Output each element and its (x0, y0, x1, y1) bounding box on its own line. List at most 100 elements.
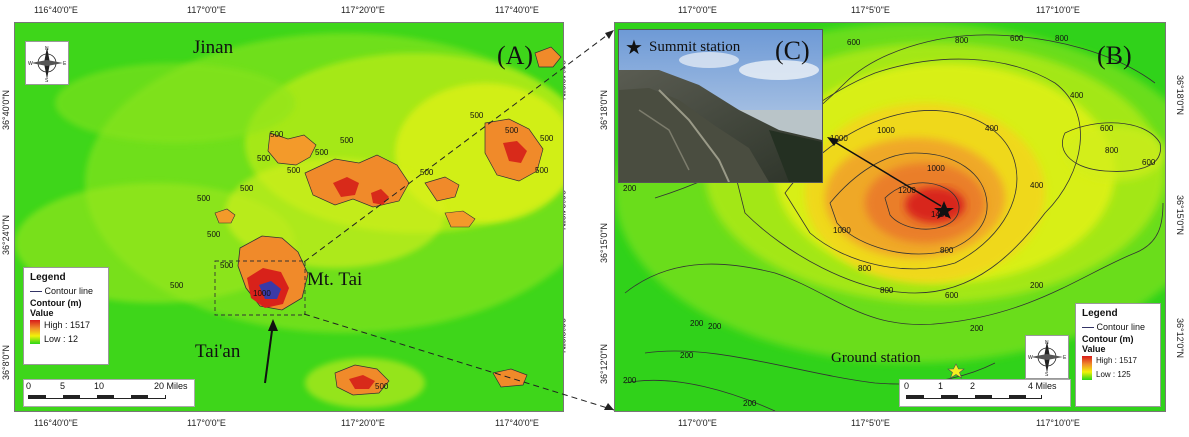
scale-tick: 5 (60, 381, 66, 391)
legend-ramp-row: High : 1517 Low : 125 (1082, 356, 1154, 382)
panel-a-contour-labels: 500 500 500 500 500 500 500 500 500 500 … (170, 111, 554, 391)
contour-label: 400 (1030, 181, 1044, 190)
ground-station-label: Ground station (831, 350, 921, 366)
legend-contour-line-label: Contour line (1096, 322, 1146, 332)
panel-a-top-tick: 116°40'0"E (34, 5, 78, 15)
contour-label: 800 (940, 246, 954, 255)
contour-label: 500 (340, 136, 354, 145)
panel-a-bottom-tick: 117°40'0"E (495, 418, 539, 428)
compass-rose-icon: N S W E (28, 46, 67, 84)
legend-ramp-row: High : 1517 Low : 12 (30, 320, 102, 346)
contour-label: 500 (470, 111, 484, 120)
panel-b-map: 600 800 600 800 400 600 800 600 1000 100… (614, 22, 1166, 412)
summit-photo-image (619, 30, 822, 182)
contour-label: 500 (240, 184, 254, 193)
contour-label: 600 (945, 291, 959, 300)
legend-contour-line: Contour line (30, 286, 102, 296)
contour-label: 200 (680, 351, 694, 360)
legend-color-ramp (1082, 356, 1092, 380)
legend-high: High : 1517 (1096, 356, 1137, 365)
contour-label: 500 (170, 281, 184, 290)
contour-label: 500 (207, 230, 221, 239)
legend-value: Value (30, 308, 54, 318)
contour-label: 200 (970, 324, 984, 333)
taian-arrowhead (268, 319, 278, 331)
contour-label: 800 (880, 286, 894, 295)
panel-a-map: 500 500 500 500 500 500 500 500 500 5 00 … (14, 22, 564, 412)
contour-label: 800 (1055, 34, 1069, 43)
contour-label: 200 (743, 399, 757, 408)
contour-label: 1000 (927, 164, 945, 173)
panel-c-label: (C) (775, 36, 810, 65)
scale-bar-line (28, 395, 166, 399)
summit-station-label: Summit station (649, 39, 741, 55)
legend-contour-line-label: Contour line (44, 286, 94, 296)
ground-station-star-icon (947, 363, 965, 379)
contour-label: 600 (1142, 158, 1156, 167)
compass-w: W (1028, 355, 1033, 361)
panel-b-bottom-tick: 117°0'0"E (678, 418, 717, 428)
compass-s: S (1045, 372, 1049, 378)
contour-label: 1200 (898, 186, 916, 195)
scale-bar-line (906, 395, 1042, 399)
panel-a-label: (A) (497, 41, 534, 70)
scale-tick: 0 (26, 381, 32, 391)
scale-tick: 0 (904, 381, 910, 391)
contour-label: 1000 (253, 289, 271, 298)
legend-layer: Contour (m) (30, 298, 82, 308)
panel-a-compass: N S W E (25, 41, 69, 85)
panel-b-left-tick: 36°12'0"N (599, 343, 609, 384)
contour-label: 500 (220, 261, 234, 270)
contour-line-swatch (1082, 327, 1094, 329)
contour-label: 400 (985, 124, 999, 133)
contour-label: 200 (623, 184, 637, 193)
panel-b-bottom-tick: 117°10'0"E (1036, 418, 1080, 428)
legend-title: Legend (30, 272, 66, 283)
contour-label: 1000 (830, 134, 848, 143)
contour-label: 500 (197, 194, 211, 203)
contour-label: 500 (420, 168, 434, 177)
panel-b-compass: N S W E (1025, 335, 1069, 379)
panel-a-bottom-tick: 117°0'0"E (187, 418, 226, 428)
panel-a-legend: Legend Contour line Contour (m) Value Hi… (23, 267, 109, 365)
contour-label: 1000 (833, 226, 851, 235)
panel-b-scalebar: 0 1 2 4 Miles (899, 379, 1071, 407)
scale-tick: 2 (970, 381, 976, 391)
scale-tick: 10 (94, 381, 105, 391)
legend-layer: Contour (m) (1082, 334, 1134, 344)
contour-label: 400 (1070, 91, 1084, 100)
summit-photo-arrowhead (827, 137, 839, 146)
panel-b-contour-labels: 600 800 600 800 400 600 800 600 1000 100… (623, 34, 1156, 408)
legend-high: High : 1517 (44, 320, 91, 330)
place-mt-tai: Mt. Tai (307, 269, 363, 290)
compass-n: N (1045, 340, 1049, 346)
taian-arrow (264, 322, 274, 384)
panel-b-label: (B) (1097, 41, 1132, 70)
legend-low: Low : 125 (1096, 370, 1131, 379)
panel-b-top-tick: 117°5'0"E (851, 5, 890, 15)
summit-station-star-icon: ★ (625, 37, 643, 59)
panel-c-photo: ★ Summit station (C) (618, 29, 823, 183)
contour-label: 800 (955, 36, 969, 45)
scale-tick: 1 (938, 381, 944, 391)
panel-a-bottom-tick: 117°20'0"E (341, 418, 385, 428)
contour-label: 800 (1105, 146, 1119, 155)
contour-label: 500 (257, 154, 271, 163)
panel-b-right-tick: 36°15'0"N (1175, 195, 1185, 236)
compass-n: N (45, 46, 49, 52)
contour-label: 500 (287, 166, 301, 175)
panel-a-top-tick: 117°0'0"E (187, 5, 226, 15)
contour-label: 200 (690, 319, 704, 328)
scale-tick: 20 Miles (154, 381, 188, 391)
panel-a-bottom-tick: 116°40'0"E (34, 418, 78, 428)
contour-label: 200 (708, 322, 722, 331)
contour-label: 600 (847, 38, 861, 47)
contour-label: 500 (270, 130, 284, 139)
contour-label: 1000 (877, 126, 895, 135)
panel-a-scalebar: 0 5 10 20 Miles (23, 379, 195, 407)
summit-photo-arrow (832, 140, 942, 207)
compass-s: S (45, 78, 49, 84)
panel-b-right-tick: 36°12'0"N (1175, 318, 1185, 359)
legend-contour-line: Contour line (1082, 322, 1154, 332)
panel-a-high-terrain (214, 46, 562, 396)
